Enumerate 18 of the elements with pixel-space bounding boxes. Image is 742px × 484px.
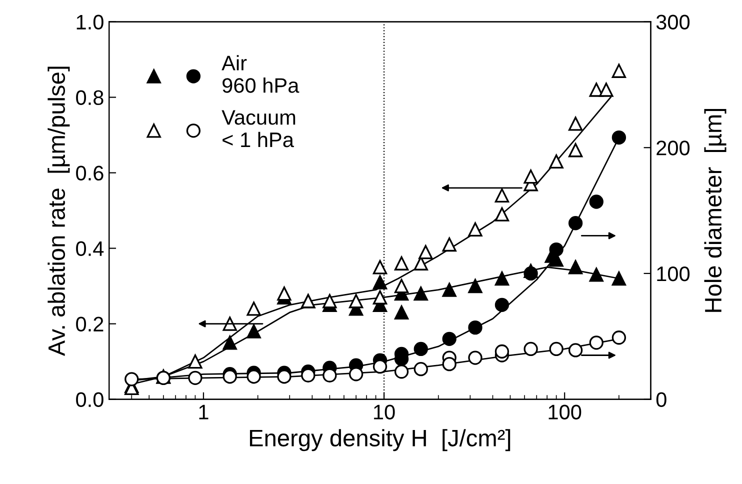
y2-tick-label: 200	[656, 140, 690, 156]
y-axis-title: Av. ablation rate [µm/pulse]	[48, 66, 70, 356]
y2-tick-label: 300	[656, 14, 690, 30]
y-tick-label: 0.6	[76, 166, 104, 181]
x-axis-title: Energy density H [J/cm²]	[250, 429, 510, 452]
y-tick-label: 0.8	[76, 90, 104, 106]
x-tick-label: 100	[548, 404, 582, 420]
y-tick-label: 1.0	[76, 14, 104, 30]
x-tick-label: 1	[199, 404, 208, 420]
legend-label: Air 960 hPa	[222, 55, 300, 93]
x-tick-label: 10	[374, 404, 395, 420]
legend-label: Vacuum < 1 hPa	[222, 110, 296, 148]
y2-axis-title: Hole diameter [µm]	[704, 108, 726, 312]
y2-tick-label: 0	[656, 392, 666, 408]
y-tick-label: 0.2	[76, 316, 104, 332]
y-tick-label: 0.0	[76, 392, 104, 408]
y-tick-label: 0.4	[76, 241, 104, 256]
y2-tick-label: 100	[657, 266, 690, 282]
